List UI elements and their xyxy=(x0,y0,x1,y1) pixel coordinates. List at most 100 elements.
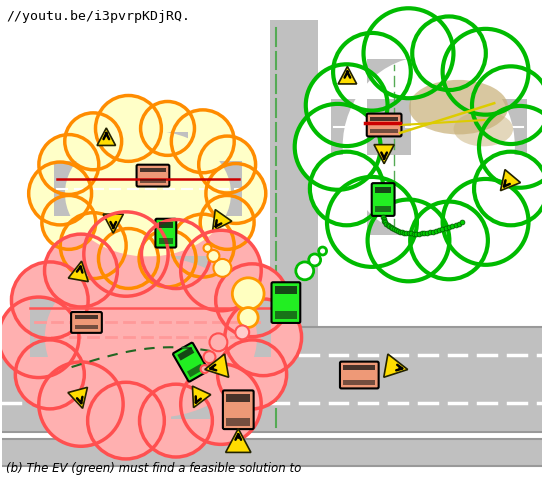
Polygon shape xyxy=(97,128,115,145)
Circle shape xyxy=(88,382,164,459)
Circle shape xyxy=(139,384,212,457)
Polygon shape xyxy=(213,209,232,231)
Circle shape xyxy=(368,199,449,282)
Circle shape xyxy=(181,364,261,445)
Circle shape xyxy=(39,135,99,195)
Circle shape xyxy=(209,333,227,351)
FancyBboxPatch shape xyxy=(367,114,401,136)
Ellipse shape xyxy=(343,56,515,238)
Circle shape xyxy=(333,33,411,110)
FancyBboxPatch shape xyxy=(137,165,169,186)
Circle shape xyxy=(140,101,194,155)
Circle shape xyxy=(412,16,486,90)
Circle shape xyxy=(232,278,264,310)
Circle shape xyxy=(98,228,158,288)
Circle shape xyxy=(11,262,88,338)
Bar xyxy=(370,117,398,121)
Circle shape xyxy=(306,65,387,146)
Bar xyxy=(2,327,542,431)
Circle shape xyxy=(203,244,212,252)
Bar xyxy=(171,256,211,419)
Circle shape xyxy=(42,196,96,250)
Bar xyxy=(54,161,242,216)
Circle shape xyxy=(218,340,287,409)
Bar xyxy=(187,364,204,377)
FancyBboxPatch shape xyxy=(223,391,254,429)
Bar xyxy=(226,394,250,402)
Bar xyxy=(148,132,188,254)
Circle shape xyxy=(39,362,123,446)
Bar xyxy=(2,438,542,467)
Bar xyxy=(75,315,98,319)
Polygon shape xyxy=(193,386,211,408)
Circle shape xyxy=(363,8,454,98)
Text: (b) The EV (green) must find a feasible solution to: (b) The EV (green) must find a feasible … xyxy=(6,462,301,475)
Circle shape xyxy=(213,259,231,277)
Bar xyxy=(140,179,166,183)
Circle shape xyxy=(310,152,384,225)
Circle shape xyxy=(141,219,211,289)
Circle shape xyxy=(215,264,288,337)
Circle shape xyxy=(443,179,529,265)
Bar xyxy=(177,347,194,360)
Bar xyxy=(54,161,242,216)
Bar xyxy=(343,365,375,370)
Bar xyxy=(367,99,411,155)
Ellipse shape xyxy=(409,80,508,134)
Polygon shape xyxy=(374,145,394,163)
Circle shape xyxy=(96,96,162,162)
Bar xyxy=(275,286,297,294)
Circle shape xyxy=(319,247,326,255)
Circle shape xyxy=(45,234,118,307)
Polygon shape xyxy=(103,214,123,233)
Bar xyxy=(226,418,250,425)
Circle shape xyxy=(203,351,215,363)
Circle shape xyxy=(171,214,234,277)
Circle shape xyxy=(472,66,544,144)
Circle shape xyxy=(236,326,249,339)
Polygon shape xyxy=(69,261,88,282)
Circle shape xyxy=(199,136,256,193)
Bar xyxy=(270,20,318,427)
FancyBboxPatch shape xyxy=(340,362,379,389)
FancyBboxPatch shape xyxy=(71,312,102,333)
Circle shape xyxy=(84,212,168,296)
Polygon shape xyxy=(500,170,521,191)
Polygon shape xyxy=(226,429,251,452)
Circle shape xyxy=(443,29,529,115)
FancyBboxPatch shape xyxy=(173,343,208,381)
Circle shape xyxy=(65,113,122,170)
FancyBboxPatch shape xyxy=(271,282,300,323)
Circle shape xyxy=(29,162,91,225)
Circle shape xyxy=(474,152,544,225)
Ellipse shape xyxy=(57,124,239,262)
Circle shape xyxy=(15,340,84,409)
Ellipse shape xyxy=(35,249,267,426)
Circle shape xyxy=(327,177,417,267)
Bar xyxy=(370,129,398,133)
Bar xyxy=(331,99,527,155)
FancyBboxPatch shape xyxy=(372,183,394,216)
Circle shape xyxy=(296,262,314,280)
Text: //youtu.be/i3pvrpKDjRQ.: //youtu.be/i3pvrpKDjRQ. xyxy=(6,10,190,23)
Ellipse shape xyxy=(65,130,231,257)
Bar xyxy=(375,186,391,193)
Polygon shape xyxy=(338,66,357,84)
Circle shape xyxy=(181,230,261,311)
Bar xyxy=(159,239,173,244)
Circle shape xyxy=(200,196,254,250)
Circle shape xyxy=(60,213,126,279)
Bar xyxy=(275,311,297,319)
Bar xyxy=(375,206,391,212)
Bar xyxy=(367,59,411,235)
FancyBboxPatch shape xyxy=(156,219,176,248)
Bar xyxy=(75,326,98,329)
Circle shape xyxy=(410,202,488,279)
Circle shape xyxy=(207,250,219,262)
Circle shape xyxy=(225,299,301,376)
Circle shape xyxy=(479,106,544,188)
Ellipse shape xyxy=(335,47,523,246)
Bar xyxy=(30,298,271,357)
Ellipse shape xyxy=(45,257,257,418)
Polygon shape xyxy=(384,354,407,377)
